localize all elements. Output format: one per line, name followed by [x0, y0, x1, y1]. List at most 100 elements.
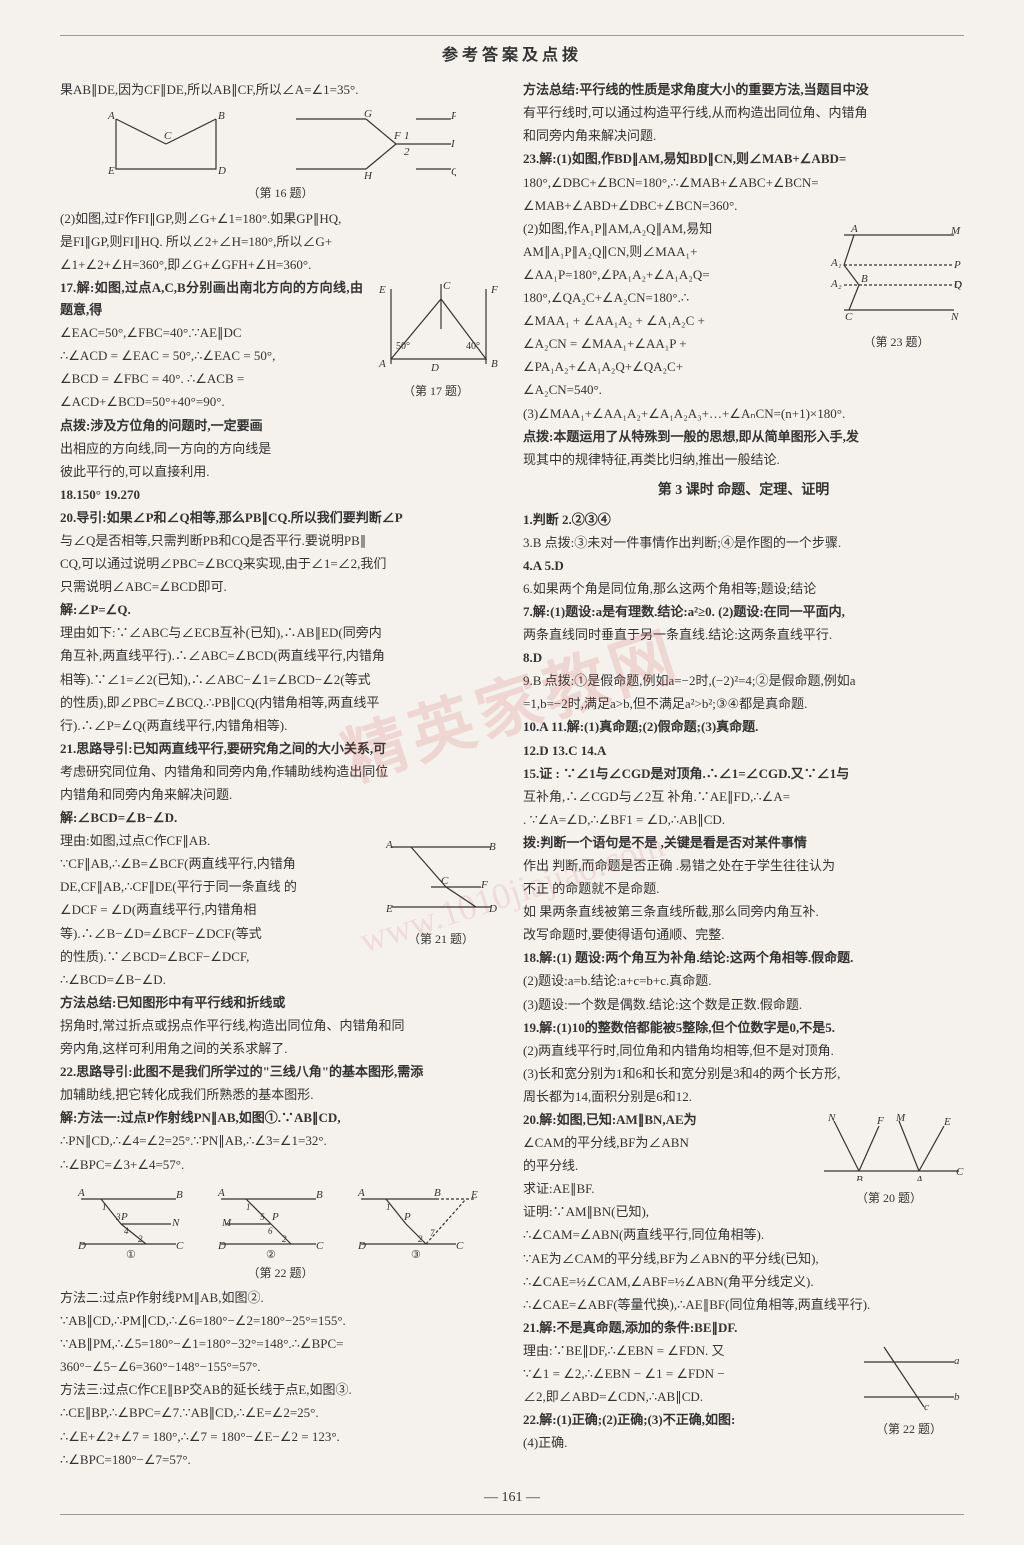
- svg-text:1: 1: [386, 1202, 391, 1212]
- text-line: 理由如下:∵∠ABC与∠ECB互补(已知),∴AB∥ED(同旁内: [60, 622, 501, 644]
- figure-17: EC FA DB 50° 40° （第 17 题）: [371, 279, 501, 405]
- text-line: 解:∠P=∠Q.: [60, 599, 501, 621]
- text-line: 解:方法一:过点P作射线PN∥AB,如图①.∵AB∥CD,: [60, 1107, 501, 1129]
- svg-text:G: G: [364, 109, 372, 120]
- figure-22-caption: （第 22 题）: [60, 1263, 501, 1283]
- text-line: 周长都为14,面积分别是6和12.: [523, 1086, 964, 1108]
- svg-text:③: ③: [411, 1249, 421, 1259]
- text-line: ∴PN∥CD,∴∠4=∠2=25°.∵PN∥AB,∴∠3=∠1=32°.: [60, 1130, 501, 1152]
- svg-text:B: B: [856, 1174, 863, 1181]
- text-line: 方法三:过点C作CE∥BP交AB的延长线于点E,如图③.: [60, 1379, 501, 1401]
- svg-text:C: C: [845, 311, 853, 323]
- svg-text:D: D: [77, 1240, 86, 1252]
- text-line: CQ,可以通过说明∠PBC=∠BCQ来实现,由于∠1=∠2,我们: [60, 553, 501, 575]
- text-line: ∵AB∥PM,∴∠5=180°−∠1=180°−32°=148°.∴∠BPC=: [60, 1333, 501, 1355]
- text-line: ∴∠CAE=½∠CAM,∠ABF=½∠ABN(角平分线定义).: [523, 1271, 964, 1293]
- text-line: 4.A 5.D: [523, 555, 964, 577]
- svg-text:A₁: A₁: [830, 257, 842, 269]
- svg-text:1: 1: [246, 1202, 251, 1212]
- svg-text:D: D: [954, 279, 962, 291]
- svg-text:A: A: [915, 1174, 923, 1181]
- svg-text:2: 2: [282, 1234, 287, 1244]
- svg-text:D: D: [357, 1240, 366, 1252]
- svg-text:B: B: [176, 1189, 183, 1201]
- text-line: 拐角时,常过折点或拐点作平行线,构造出同位角、内错角和同: [60, 1015, 501, 1037]
- text-line: 两条直线同时垂直于另一条直线.结论:这两条直线平行.: [523, 624, 964, 646]
- svg-text:M: M: [221, 1217, 232, 1229]
- svg-text:P: P: [403, 1211, 411, 1223]
- svg-text:F: F: [490, 284, 498, 296]
- svg-text:F: F: [876, 1115, 884, 1127]
- svg-text:2: 2: [418, 1234, 423, 1244]
- figure-16: AE CB D GP FI 12 HQ: [60, 109, 501, 179]
- figure-20r-caption: （第 20 题）: [814, 1188, 964, 1208]
- svg-text:N: N: [950, 311, 959, 323]
- svg-text:B: B: [316, 1189, 323, 1201]
- svg-text:M: M: [950, 225, 961, 237]
- svg-text:F: F: [480, 879, 488, 891]
- text-line: 的性质),即∠PBC=∠BCQ.∴PB∥CQ(内错角相等,两直线平: [60, 692, 501, 714]
- svg-text:H: H: [363, 170, 373, 179]
- text-line: ∴∠BPC=180°−∠7=57°.: [60, 1449, 501, 1471]
- text-line: 解:∠BCD=∠B−∠D.: [60, 807, 501, 829]
- text-line: ∵AB∥CD,∴PM∥CD,∴∠6=180°−∠2=180°−25°=155°.: [60, 1310, 501, 1332]
- text-line: 方法二:过点P作射线PM∥AB,如图②.: [60, 1287, 501, 1309]
- text-line: 行).∴∠P=∠Q(两直线平行,内错角相等).: [60, 715, 501, 737]
- page-container: 参考答案及点拨 果AB∥DE,因为CF∥DE,所以AB∥CF,所以∠A=∠1=3…: [0, 0, 1024, 1545]
- text-line: 180°,∠DBC+∠BCN=180°,∴∠MAB+∠ABC+∠BCN=: [523, 172, 964, 194]
- svg-text:M: M: [895, 1112, 906, 1124]
- text-line: 22.思路导引:此图不是我们所学过的"三线八角"的基本图形,需添: [60, 1061, 501, 1083]
- text-line: 和同旁内角来解决问题.: [523, 125, 964, 147]
- figure-21: AB CF ED （第 21 题）: [381, 832, 501, 953]
- text-line: 21.解:不是真命题,添加的条件:BE∥DF.: [523, 1317, 964, 1339]
- text-line: ∠1+∠2+∠H=360°,即∠G+∠GFH+∠H=360°.: [60, 254, 501, 276]
- text-line: ∠MAB+∠ABD+∠DBC+∠BCN=360°.: [523, 195, 964, 217]
- svg-text:6: 6: [268, 1226, 273, 1236]
- text-line: 6.如果两个角是同位角,那么这两个角相等;题设;结论: [523, 578, 964, 600]
- text-line: 角互补,两直线平行).∴∠ABC=∠BCD(两直线平行,内错角: [60, 645, 501, 667]
- svg-text:E: E: [107, 165, 115, 177]
- svg-text:2: 2: [138, 1234, 143, 1244]
- figure-23: AM A₁P A₂BQ D CN （第 23 题）: [829, 220, 964, 356]
- figure-23-caption: （第 23 题）: [829, 332, 964, 352]
- text-line: ∴∠E+∠2+∠7 = 180°,∴∠7 = 180°−∠E−∠2 = 123°…: [60, 1426, 501, 1448]
- figure-21-caption: （第 21 题）: [381, 929, 501, 949]
- svg-text:E: E: [943, 1116, 951, 1128]
- text-line: ∴∠CAM=∠ABN(两直线平行,同位角相等).: [523, 1224, 964, 1246]
- svg-text:B: B: [861, 273, 868, 285]
- svg-text:C: C: [441, 875, 449, 887]
- svg-text:7: 7: [430, 1228, 435, 1238]
- svg-text:A₂: A₂: [830, 278, 842, 290]
- svg-text:B: B: [218, 110, 225, 122]
- svg-text:C: C: [316, 1240, 324, 1252]
- svg-text:D: D: [217, 1240, 226, 1252]
- text-line: 15.证 : ∵∠1与∠CGD是对顶角.∴∠1=∠CGD.又∵∠1与: [523, 763, 964, 785]
- text-line: 改写命题时,要使得语句通顺、完整.: [523, 924, 964, 946]
- svg-text:5: 5: [260, 1212, 265, 1222]
- svg-text:①: ①: [126, 1249, 136, 1259]
- svg-text:A: A: [217, 1187, 225, 1199]
- svg-text:3: 3: [115, 1212, 121, 1222]
- svg-text:B: B: [491, 358, 498, 370]
- svg-text:b: b: [954, 1391, 960, 1403]
- svg-text:P: P: [450, 110, 456, 122]
- text-line: 是FI∥GP,则FI∥HQ. 所以∠2+∠H=180°,所以∠G+: [60, 231, 501, 253]
- page-title: 参考答案及点拨: [60, 42, 964, 69]
- svg-text:B: B: [434, 1187, 441, 1199]
- svg-text:C: C: [956, 1166, 964, 1178]
- text-line: 出相应的方向线,同一方向的方向线是: [60, 438, 501, 460]
- svg-text:D: D: [217, 165, 226, 177]
- text-line: 9.B 点拨:①是假命题,例如a=−2时,(−2)²=4;②是假命题,例如a: [523, 670, 964, 692]
- text-line: 只需说明∠ABC=∠BCD即可.: [60, 576, 501, 598]
- svg-text:E: E: [385, 903, 393, 915]
- text-line: 360°−∠5−∠6=360°−148°−155°=57°.: [60, 1356, 501, 1378]
- text-line: 19.解:(1)10的整数倍都能被5整除,但个位数字是0,不是5.: [523, 1017, 964, 1039]
- text-line: 内错角和同旁内角来解决问题.: [60, 784, 501, 806]
- figure-20r: NF ME BA C （第 20 题）: [814, 1111, 964, 1212]
- text-line: 如 果两条直线被第三条直线所截,那么同旁内角互补.: [523, 901, 964, 923]
- text-line: 加辅助线,把它转化成我们所熟悉的基本图形.: [60, 1084, 501, 1106]
- svg-text:50°: 50°: [396, 341, 410, 352]
- svg-text:A: A: [77, 1187, 85, 1199]
- svg-text:②: ②: [266, 1249, 276, 1259]
- text-line: 点拨:本题运用了从特殊到一般的思想,即从简单图形入手,发: [523, 426, 964, 448]
